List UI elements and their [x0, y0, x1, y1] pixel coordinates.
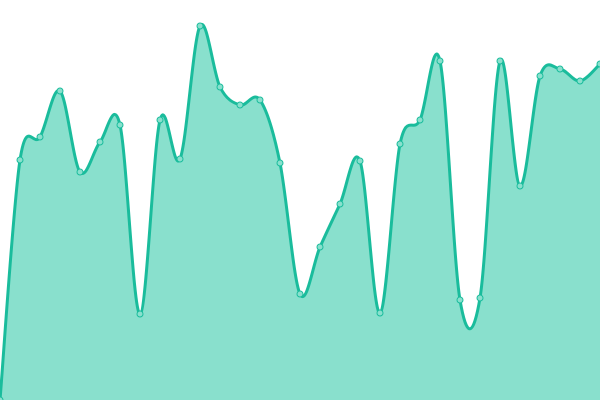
data-point-18 — [356, 157, 364, 165]
data-point-4 — [76, 168, 84, 176]
data-point-13 — [256, 96, 264, 104]
data-point-21 — [416, 116, 424, 124]
data-point-30 — [596, 60, 600, 68]
data-point-25 — [496, 57, 504, 65]
data-point-2 — [36, 133, 44, 141]
data-point-19 — [376, 309, 384, 317]
area-fill — [0, 24, 600, 400]
data-point-8 — [156, 116, 164, 124]
data-point-20 — [396, 140, 404, 148]
data-point-22 — [436, 57, 444, 65]
data-point-14 — [276, 159, 284, 167]
data-point-0 — [0, 396, 4, 400]
data-point-6 — [116, 121, 124, 129]
data-point-9 — [176, 155, 184, 163]
data-point-23 — [456, 296, 464, 304]
data-point-12 — [236, 101, 244, 109]
data-point-17 — [336, 200, 344, 208]
data-point-7 — [136, 310, 144, 318]
data-point-27 — [536, 72, 544, 80]
data-point-10 — [196, 22, 204, 30]
data-point-11 — [216, 83, 224, 91]
data-point-29 — [576, 77, 584, 85]
data-point-24 — [476, 294, 484, 302]
data-point-1 — [16, 156, 24, 164]
data-point-26 — [516, 182, 524, 190]
data-point-16 — [316, 243, 324, 251]
data-point-5 — [96, 138, 104, 146]
data-point-3 — [56, 87, 64, 95]
data-point-15 — [296, 290, 304, 298]
data-markers — [0, 22, 600, 400]
data-point-28 — [556, 65, 564, 73]
